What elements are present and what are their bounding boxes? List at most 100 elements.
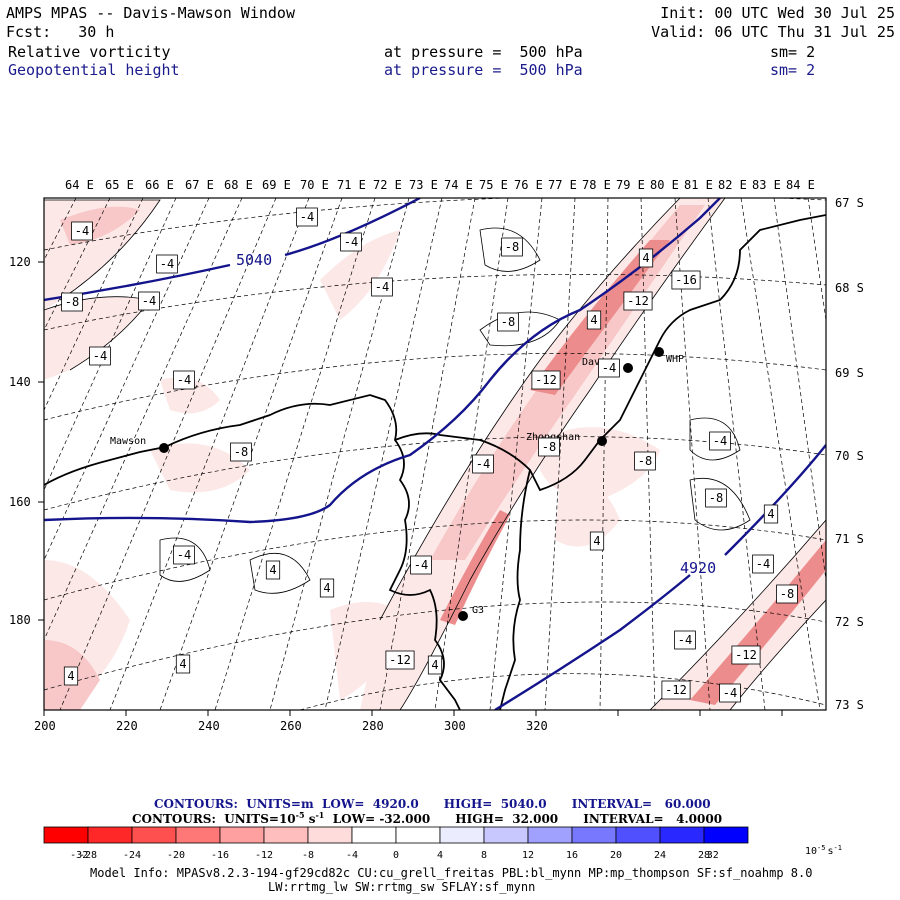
colorbar-box [263,826,309,844]
vort-label: 4 [590,313,597,327]
vort-label-box [634,451,656,471]
station-marker [654,347,664,357]
vort-label-box [671,270,701,290]
vort-label: -8 [501,315,515,329]
colorbar-label: 4 [437,850,443,861]
height-contour-info: CONTOURS: UNITS=m LOW= 4920.0 HIGH= 5040… [154,797,711,811]
valid-time: Valid: 06 UTC Thu 31 Jul 25 [651,23,895,41]
colorbar-box [351,826,397,844]
latitude-labels: 67 S 68 S 69 S 70 S 71 S 72 S 73 S [835,196,864,712]
lat-label: 71 S [835,532,864,546]
lon-label: 80 E [650,178,679,192]
vort-label-box [472,454,494,474]
lon-label: 77 E [548,178,577,192]
lon-label: 70 E [300,178,329,192]
station-name: G3 [472,605,484,616]
height-contour-labels: 5040 4920 [236,251,716,577]
vort-label-box [265,560,281,580]
vort-label-box [497,312,519,332]
vort-label: -4 [476,457,490,471]
vort-label-box [89,346,111,366]
init-time: Init: 00 UTC Wed 30 Jul 25 [660,4,895,22]
x-tick-label: 300 [444,719,466,733]
vort-label: 4 [431,658,438,672]
vort-label: 4 [642,251,649,265]
lon-label: 73 E [409,178,438,192]
vort-label-box [340,232,362,252]
colorbar-box [659,826,705,844]
colorbar-label: 32 [707,850,719,861]
vort-label: -4 [713,434,727,448]
lon-label: 83 E [752,178,781,192]
lon-label: 74 E [444,178,473,192]
lon-label: 84 E [786,178,815,192]
vort-label: -8 [638,454,652,468]
vort-label: -4 [142,294,156,308]
map-frame [43,197,827,711]
vort-label: -8 [505,240,519,254]
vorticity-contour-info: CONTOURS: UNITS=10-5 s-1 LOW= -32.000 HI… [132,810,722,826]
station-marker [458,611,468,621]
colorbar-label: -32 [70,850,88,861]
vort-label: -4 [723,686,737,700]
colorbar-units-s: s [827,846,833,857]
vort-label-box [538,437,560,457]
lon-label: 72 E [373,178,402,192]
vort-info-s: s [304,812,316,826]
colorbar-box [395,826,441,844]
vort-label-box [230,442,252,462]
vort-label: 4 [323,581,330,595]
vort-label: -8 [709,491,723,505]
lat-label: 72 S [835,615,864,629]
lon-label: 76 E [514,178,543,192]
height-label: 4920 [680,559,716,577]
vort-label-box [586,310,602,330]
vort-label-box [410,555,432,575]
vort-label: -4 [602,361,616,375]
vort-label-box [776,584,798,604]
vort-label: -8 [65,295,79,309]
longitude-labels: 64 E 65 E 66 E 67 E 68 E 69 E 70 E 71 E … [65,178,815,192]
vort-label-box [638,248,654,268]
colorbar-label: 20 [610,850,622,861]
x-tick-label: 260 [280,719,302,733]
lat-label: 73 S [835,698,864,712]
colorbar-label: 24 [654,850,666,861]
vort-label-box [661,680,691,700]
vort-label: 4 [179,657,186,671]
model-info-line1: Model Info: MPASv8.2.3-194-gf29cd82c CU:… [90,866,813,880]
vort-label-box [385,650,415,670]
colorbar-box [615,826,661,844]
colorbar-box [483,826,529,844]
lon-label: 71 E [337,178,366,192]
y-tick-label: 180 [9,613,31,627]
colorbar-label: 12 [522,850,534,861]
height-label: 5040 [236,251,272,269]
vort-label-box [173,545,195,565]
vort-label: 4 [67,669,74,683]
colorbar-label: -4 [346,850,358,861]
lon-label: 66 E [145,178,174,192]
vort-label: -4 [160,257,174,271]
colorbar-label: -20 [167,850,185,861]
vort-label: -4 [678,633,692,647]
lon-label: 78 E [582,178,611,192]
vort-info-rest: LOW= -32.000 HIGH= 32.000 INTERVAL= 4.00… [324,812,723,826]
station-marker [623,363,633,373]
vort-label: -12 [665,683,687,697]
y-tick-label: 160 [9,495,31,509]
colorbar-label: 0 [393,850,399,861]
vorticity-shading [44,198,826,710]
x-tick-label: 320 [526,719,548,733]
lat-label: 69 S [835,366,864,380]
x-tick-label: 280 [362,719,384,733]
field2-smoothing: sm= 2 [770,61,816,79]
vort-label: -4 [344,235,358,249]
field2-name: Geopotential height [8,61,180,79]
vort-label-box [598,358,620,378]
lat-label: 70 S [835,449,864,463]
field2-level: at pressure = 500 hPa [384,61,583,79]
lon-label: 81 E [684,178,713,192]
station-name: Mawson [110,436,146,447]
